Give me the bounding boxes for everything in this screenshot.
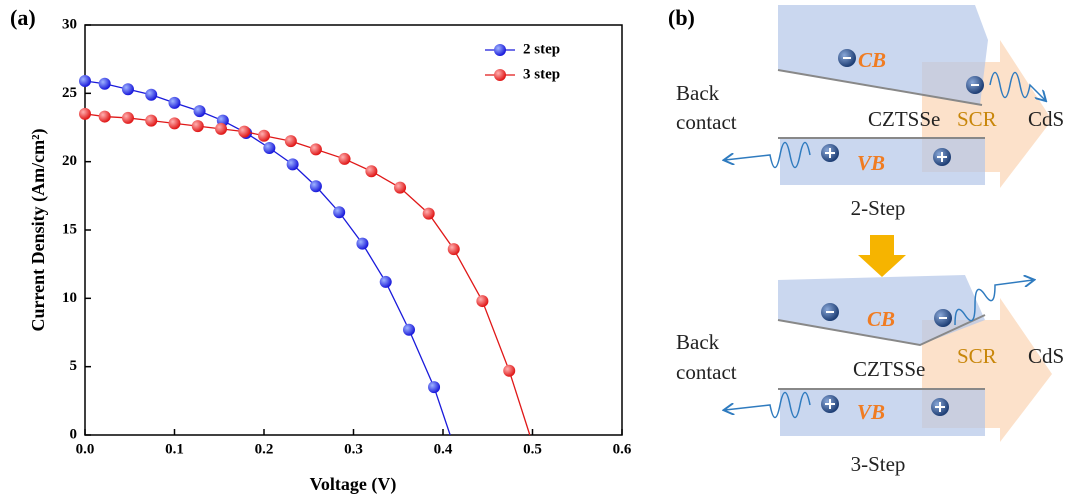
cb-label: CB <box>858 48 886 72</box>
cb-edge <box>777 314 986 347</box>
y-tick-label: 15 <box>62 221 77 237</box>
wave-arrow <box>989 71 1045 101</box>
marker <box>215 122 228 135</box>
voc-segment <box>433 386 451 436</box>
marker <box>258 129 270 142</box>
legend-marker <box>494 44 506 56</box>
marker <box>284 135 297 148</box>
diagram: (b) CB VB SCR CdS CZTSSe Back contact 2-… <box>668 5 1064 476</box>
x-tick-label: 0.0 <box>76 441 95 457</box>
vb-label: VB <box>857 151 885 175</box>
y-tick-label: 20 <box>62 153 77 169</box>
caption: 3-Step <box>851 452 906 476</box>
cb-edge <box>777 69 983 106</box>
y-tick-label: 30 <box>62 16 77 32</box>
x-axis-label: Voltage (V) <box>310 474 397 495</box>
wave-arrow <box>954 280 1033 326</box>
vb-band <box>780 389 985 436</box>
marker <box>145 88 158 101</box>
marker <box>447 243 460 256</box>
series-line <box>84 80 435 388</box>
y-tick-label: 25 <box>62 85 77 101</box>
wave-arrow <box>725 141 811 169</box>
scr-label: SCR <box>957 344 997 368</box>
marker <box>79 107 91 120</box>
marker <box>286 158 299 171</box>
legend-label: 3 step <box>523 66 560 82</box>
marker <box>503 364 516 377</box>
cb-band <box>778 5 988 105</box>
y-axis-label: Current Density (Am/cm²) <box>28 128 49 331</box>
marker <box>333 206 346 219</box>
vb-label: VB <box>857 400 885 424</box>
back-label: Back <box>676 81 720 105</box>
marker <box>356 237 369 250</box>
series-line <box>84 113 510 372</box>
marker <box>121 83 134 96</box>
marker <box>365 165 378 178</box>
marker <box>193 105 206 118</box>
marker <box>98 110 111 123</box>
plot-area: 0.0 0.1 0.2 0.3 0.4 0.5 0.6 0 5 10 15 20 25 30 2 step 3… <box>62 16 632 457</box>
scr-label: SCR <box>957 107 997 131</box>
x-tick-label: 0.5 <box>523 441 542 457</box>
marker <box>476 295 489 308</box>
marker <box>168 117 181 130</box>
plot-frame <box>84 24 623 436</box>
marker <box>422 207 435 220</box>
marker <box>394 181 407 194</box>
marker <box>263 142 276 154</box>
wave-arrow <box>725 391 811 419</box>
vb-band <box>780 138 985 185</box>
y-tick-label: 0 <box>70 426 78 442</box>
cb-label: CB <box>867 307 895 331</box>
contact-label: contact <box>676 360 737 384</box>
x-tick-label: 0.1 <box>165 441 184 457</box>
cds-label: CdS <box>1028 107 1064 131</box>
contact-label: contact <box>676 110 737 134</box>
down-arrow <box>858 235 906 277</box>
marker <box>98 77 111 90</box>
marker <box>309 180 322 193</box>
panel-label: (b) <box>668 5 695 30</box>
bottom-diagram: CB VB SCR CdS CZTSSe Back contact 3-Step <box>676 275 1064 476</box>
marker <box>145 114 158 127</box>
marker <box>379 275 392 288</box>
absorber-label: CZTSSe <box>853 357 925 381</box>
y-tick-label: 5 <box>70 358 78 374</box>
voc-segment <box>508 370 531 436</box>
x-tick-label: 0.4 <box>434 441 453 457</box>
marker <box>428 381 441 394</box>
marker <box>191 120 204 133</box>
cds-label: CdS <box>1028 344 1064 368</box>
cb-band <box>778 275 985 345</box>
absorber-label: CZTSSe <box>868 107 940 131</box>
x-tick-label: 0.2 <box>255 441 274 457</box>
marker <box>338 152 351 165</box>
marker <box>168 96 181 109</box>
marker <box>79 75 91 88</box>
x-tick-label: 0.6 <box>613 441 632 457</box>
marker <box>402 323 415 336</box>
marker <box>238 125 251 138</box>
top-diagram: CB VB SCR CdS CZTSSe Back contact 2-Step <box>676 5 1064 220</box>
y-tick-label: 10 <box>62 290 77 306</box>
marker <box>121 111 134 124</box>
caption: 2-Step <box>851 196 906 220</box>
marker <box>309 143 322 156</box>
legend-marker <box>494 69 506 81</box>
legend-label: 2 step <box>523 41 560 57</box>
x-tick-label: 0.3 <box>344 441 363 457</box>
back-label: Back <box>676 330 720 354</box>
panel-label: (a) <box>10 5 36 30</box>
